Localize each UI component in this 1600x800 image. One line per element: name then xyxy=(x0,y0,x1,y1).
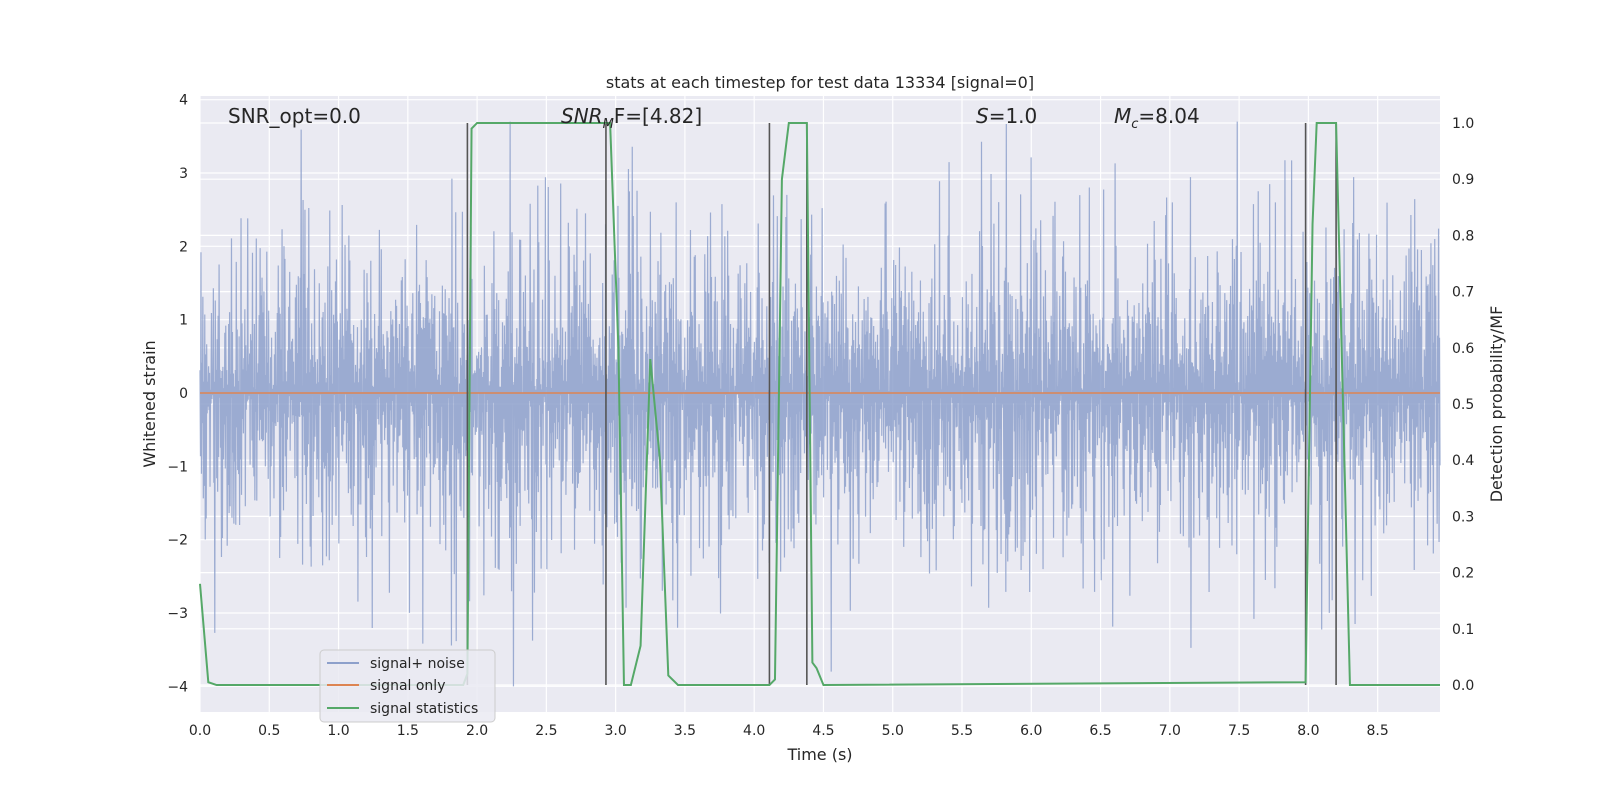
x-axis-label: Time (s) xyxy=(786,745,852,764)
y2-tick-label: 0.9 xyxy=(1452,172,1474,188)
tick-labels: 0.0 0.5 1.0 1.5 2.0 2.5 3.0 3.5 4.0 4.5 5.0 5.5 6.0 6… xyxy=(167,93,1474,739)
annotation-snr-mf-main: SNR xyxy=(561,104,603,128)
series-signal-statistics xyxy=(199,121,1440,687)
y-tick-label: −1 xyxy=(167,459,188,475)
annotation-s-main: S xyxy=(976,104,989,128)
x-tick-label: 4.5 xyxy=(812,723,834,739)
annotation-snr-mf: SNRMF=[4.82] xyxy=(561,104,702,132)
legend-label-signal-statistics: signal statistics xyxy=(370,701,478,717)
y2-tick-label: 1.0 xyxy=(1452,116,1474,132)
x-tick-label: 0.0 xyxy=(189,723,211,739)
y-tick-label: 3 xyxy=(179,166,188,182)
annotation-mc-sub: c xyxy=(1131,117,1138,132)
legend-box xyxy=(319,649,496,723)
annotation-s-rest: =1.0 xyxy=(989,104,1038,128)
y-axis-label: Whitened strain xyxy=(140,340,159,467)
y2-tick-label: 0.7 xyxy=(1452,285,1474,301)
annotation-snr-mf-sub: M xyxy=(603,117,614,132)
y-tick-label: −4 xyxy=(167,679,188,695)
x-tick-label: 7.0 xyxy=(1159,723,1181,739)
y-tick-label: −3 xyxy=(167,606,188,622)
legend-label-signal-noise: signal+ noise xyxy=(370,656,465,672)
y-tick-label: 1 xyxy=(179,313,188,329)
x-tick-label: 2.0 xyxy=(466,723,488,739)
annotation-snr-opt: SNR_opt=0.0 xyxy=(228,104,361,128)
y2-tick-label: 0.1 xyxy=(1452,622,1474,638)
x-tick-label: 3.0 xyxy=(605,723,627,739)
x-tick-label: 8.0 xyxy=(1297,723,1319,739)
y2-tick-label: 0.6 xyxy=(1452,341,1474,357)
y-tick-label: −2 xyxy=(167,533,188,549)
annotation-snr-mf-rest: F=[4.82] xyxy=(614,104,702,128)
legend-label-signal-only: signal only xyxy=(370,678,445,694)
x-tick-label: 7.5 xyxy=(1228,723,1250,739)
x-tick-label: 2.5 xyxy=(535,723,557,739)
y2-tick-label: 0.2 xyxy=(1452,566,1474,582)
x-tick-label: 5.5 xyxy=(951,723,973,739)
x-tick-label: 5.0 xyxy=(882,723,904,739)
x-tick-label: 1.0 xyxy=(327,723,349,739)
y-tick-label: 2 xyxy=(179,239,188,255)
x-tick-label: 6.0 xyxy=(1020,723,1042,739)
y2-tick-label: 0.0 xyxy=(1452,678,1474,694)
x-tick-label: 3.5 xyxy=(674,723,696,739)
signal-noise-line xyxy=(199,121,1441,687)
y-tick-label: 4 xyxy=(179,93,188,109)
annotation-mc: Mc=8.04 xyxy=(1114,104,1200,132)
y2-tick-label: 0.5 xyxy=(1452,397,1474,413)
y2-tick-label: 0.4 xyxy=(1452,453,1474,469)
x-tick-label: 4.0 xyxy=(743,723,765,739)
x-tick-label: 6.5 xyxy=(1089,723,1111,739)
signal-statistics-line xyxy=(199,121,1440,687)
y2-tick-label: 0.8 xyxy=(1452,228,1474,244)
x-tick-label: 8.5 xyxy=(1367,723,1389,739)
x-tick-label: 0.5 xyxy=(258,723,280,739)
vertical-markers xyxy=(466,122,1337,686)
y2-tick-label: 0.3 xyxy=(1452,509,1474,525)
y-tick-label: 0 xyxy=(179,386,188,402)
chart-title: stats at each timestep for test data 133… xyxy=(606,73,1034,92)
annotation-s: S=1.0 xyxy=(976,104,1037,128)
x-tick-label: 1.5 xyxy=(397,723,419,739)
legend: signal+ noise signal only signal statist… xyxy=(319,649,496,723)
annotation-mc-main: M xyxy=(1114,104,1131,128)
series-signal-noise xyxy=(199,121,1441,687)
annotation-mc-rest: =8.04 xyxy=(1138,104,1199,128)
y2-axis-label: Detection probability/MF xyxy=(1487,306,1506,503)
